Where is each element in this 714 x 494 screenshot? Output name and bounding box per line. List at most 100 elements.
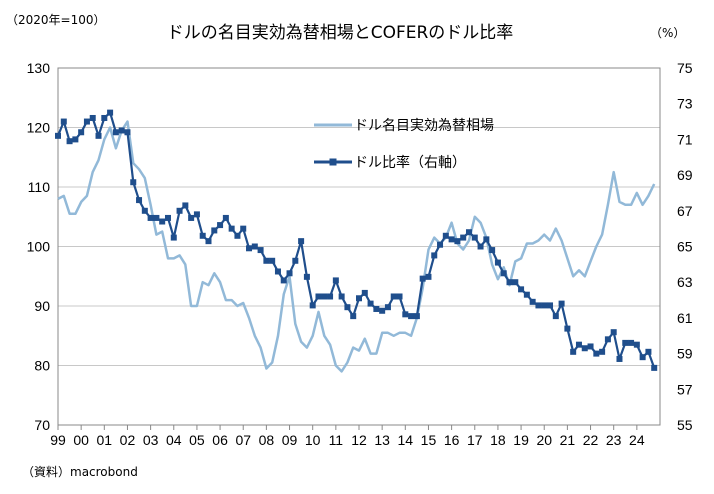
x-tick-label: 21 <box>560 432 576 448</box>
x-tick-label: 10 <box>305 432 321 448</box>
cofer-point <box>564 325 571 332</box>
cofer-point <box>176 207 183 214</box>
cofer-point <box>489 247 496 254</box>
cofer-point <box>60 118 67 125</box>
cofer-point <box>465 229 472 236</box>
x-tick-label: 11 <box>329 432 344 448</box>
right-y-tick-label: 73 <box>677 96 693 112</box>
cofer-point <box>529 298 536 305</box>
cofer-point <box>101 114 108 121</box>
x-tick-label: 07 <box>235 432 251 448</box>
x-tick-label: 01 <box>97 432 113 448</box>
left-y-tick-label: 70 <box>34 417 50 433</box>
right-y-tick-label: 57 <box>677 381 693 397</box>
cofer-point <box>361 289 368 296</box>
x-tick-label: 18 <box>490 432 506 448</box>
x-tick-label: 99 <box>50 432 66 448</box>
right-y-tick-label: 55 <box>677 417 693 433</box>
axis-labels: 7080901001101201305557596163656769717375… <box>27 60 693 448</box>
cofer-point <box>460 234 467 241</box>
cofer-point <box>535 302 542 309</box>
cofer-point <box>147 214 154 221</box>
cofer-point <box>431 252 438 259</box>
cofer-point <box>448 236 455 243</box>
x-tick-label: 03 <box>143 432 159 448</box>
cofer-point <box>645 348 652 355</box>
cofer-point <box>552 313 559 320</box>
cofer-point <box>118 127 125 134</box>
cofer-point <box>228 225 235 232</box>
cofer-point <box>89 114 96 121</box>
cofer-point <box>356 295 362 302</box>
cofer-point <box>581 345 588 352</box>
right-y-tick-label: 61 <box>677 310 693 326</box>
cofer-point <box>518 286 525 293</box>
cofer-point <box>315 293 322 300</box>
cofer-point <box>523 291 530 298</box>
cofer-point <box>327 293 334 300</box>
cofer-point <box>309 302 316 309</box>
cofer-point <box>442 232 449 239</box>
cofer-point <box>483 236 490 243</box>
cofer-point <box>303 273 310 280</box>
cofer-point <box>193 211 200 218</box>
cofer-point <box>274 268 281 275</box>
right-y-tick-label: 71 <box>677 131 693 147</box>
cofer-point <box>396 293 403 300</box>
cofer-point <box>651 364 658 371</box>
cofer-point <box>124 129 131 136</box>
x-tick-label: 08 <box>259 432 275 448</box>
cofer-point <box>246 245 253 252</box>
cofer-point <box>373 305 380 312</box>
neer-line <box>57 120 656 373</box>
x-tick-label: 22 <box>583 432 599 448</box>
cofer-point <box>199 232 206 239</box>
x-tick-label: 12 <box>351 432 367 448</box>
cofer-point <box>622 339 629 346</box>
cofer-point <box>188 214 195 221</box>
cofer-point <box>384 304 391 311</box>
cofer-point <box>599 348 606 355</box>
cofer-point <box>338 293 345 300</box>
cofer-point <box>205 238 212 245</box>
cofer-point <box>494 259 501 266</box>
cofer-point <box>616 355 623 362</box>
x-tick-label: 16 <box>444 432 460 448</box>
x-tick-label: 15 <box>421 432 437 448</box>
cofer-point <box>298 238 305 245</box>
chart-title: ドルの名目実効為替相場とCOFERのドル比率 <box>167 23 514 43</box>
left-y-tick-label: 120 <box>27 120 51 136</box>
source-note: （資料）macrobond <box>22 465 138 479</box>
x-tick-label: 20 <box>536 432 552 448</box>
x-tick-label: 13 <box>374 432 390 448</box>
cofer-point <box>547 302 554 309</box>
left-y-tick-label: 130 <box>27 60 51 76</box>
x-tick-label: 23 <box>606 432 622 448</box>
right-y-tick-label: 69 <box>677 167 693 183</box>
cofer-point <box>575 341 582 348</box>
cofer-point <box>570 348 577 355</box>
cofer-point <box>257 247 264 254</box>
cofer-point <box>425 273 432 280</box>
cofer-point <box>280 277 287 284</box>
cofer-point <box>471 234 478 241</box>
cofer-point <box>350 313 357 320</box>
cofer-point <box>292 257 299 264</box>
cofer-point <box>234 232 241 239</box>
cofer-point <box>222 214 229 221</box>
cofer-point <box>83 118 90 125</box>
cofer-point <box>402 311 409 318</box>
cofer-point <box>344 304 351 311</box>
cofer-point <box>604 336 611 343</box>
cofer-point <box>639 354 646 361</box>
cofer-point <box>136 197 143 204</box>
x-tick-label: 06 <box>212 432 228 448</box>
cofer-point <box>500 270 507 277</box>
cofer-point <box>269 257 276 264</box>
cofer-point <box>153 214 160 221</box>
cofer-point <box>211 227 218 234</box>
cofer-point <box>477 243 484 250</box>
cofer-point <box>159 218 166 225</box>
cofer-point <box>78 129 85 136</box>
cofer-point <box>593 350 600 357</box>
